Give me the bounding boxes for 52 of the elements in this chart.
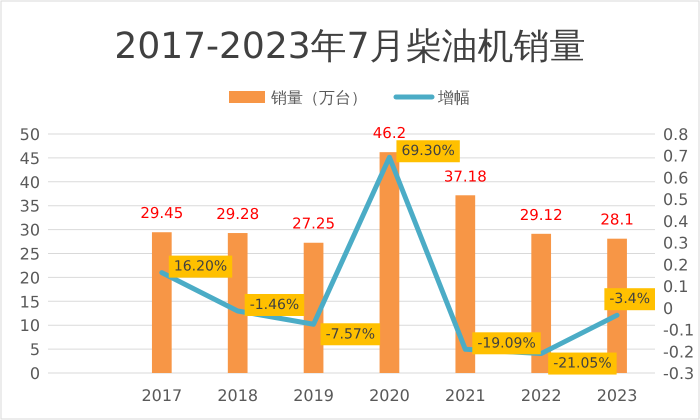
data-label: 69.30%	[401, 143, 455, 160]
bar	[152, 232, 172, 373]
x-tick-label: 2019	[293, 386, 334, 405]
y2-tick-label: 0.4	[663, 212, 688, 231]
y2-tick-label: 0.3	[663, 234, 688, 253]
y-tick-label: 40	[20, 172, 40, 192]
data-label: 46.2	[372, 124, 406, 142]
y-tick-label: 10	[20, 316, 40, 336]
y2-tick-label: -0.2	[663, 342, 694, 362]
data-label: 27.25	[292, 214, 336, 233]
chart-title: 2017-2023年7月柴油机销量	[114, 26, 586, 67]
y2-tick-label: 0.2	[663, 255, 688, 274]
data-label: 29.28	[216, 205, 260, 224]
x-tick-label: 2020	[369, 386, 410, 405]
y-tick-label: 50	[20, 125, 40, 144]
bar	[228, 233, 248, 373]
y2-tick-label: 0.7	[663, 146, 688, 166]
bar	[304, 242, 324, 373]
x-tick-label: 2023	[596, 386, 638, 405]
data-label: 28.1	[600, 210, 634, 229]
y2-tick-label: 0.1	[663, 277, 688, 296]
data-label: 16.20%	[174, 258, 228, 275]
x-tick-label: 2018	[217, 386, 258, 405]
data-label: -7.57%	[326, 326, 376, 342]
y-tick-label: 20	[20, 268, 40, 288]
y2-tick-label: 0.6	[663, 168, 688, 188]
x-tick-label: 2022	[520, 386, 562, 405]
y2-tick-label: -0.1	[663, 320, 694, 340]
data-label: -19.09%	[477, 335, 536, 352]
data-label: 29.45	[140, 204, 184, 222]
y-tick-label: 5	[30, 340, 40, 360]
y-tick-label: 45	[20, 148, 40, 168]
y2-tick-label: 0.8	[663, 125, 688, 144]
bar	[455, 195, 476, 373]
y2-tick-label: -0.3	[663, 364, 694, 383]
data-label: 37.18	[444, 167, 487, 186]
x-tick-label: 2017	[141, 386, 182, 405]
y-tick-label: 30	[20, 220, 40, 240]
data-label: 29.12	[520, 206, 563, 224]
data-label: -3.4%	[609, 291, 650, 308]
y-tick-label: 35	[20, 196, 40, 216]
x-tick-label: 2021	[444, 386, 486, 405]
bar	[380, 152, 400, 373]
y-tick-label: 25	[20, 244, 40, 264]
data-label: -1.46%	[250, 296, 300, 313]
y2-tick-label: 0	[663, 298, 674, 318]
y-tick-label: 15	[20, 292, 40, 312]
legend-label: 增幅	[437, 88, 470, 107]
legend-label: 销量（万台）	[270, 88, 367, 107]
data-label: -21.05%	[553, 356, 612, 372]
y-tick-label: 0	[30, 364, 40, 383]
y2-tick-label: 0.5	[663, 190, 688, 210]
